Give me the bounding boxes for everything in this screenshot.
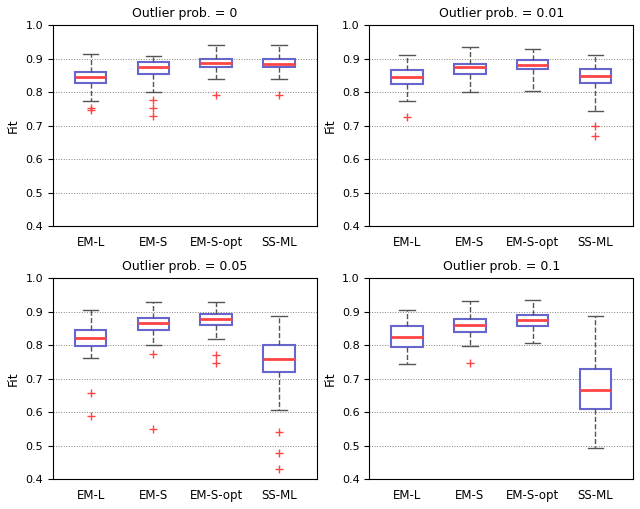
PathPatch shape	[263, 345, 294, 372]
Title: Outlier prob. = 0.05: Outlier prob. = 0.05	[122, 260, 248, 273]
Y-axis label: Fit: Fit	[7, 372, 20, 386]
Title: Outlier prob. = 0: Outlier prob. = 0	[132, 7, 237, 20]
PathPatch shape	[580, 369, 611, 409]
Y-axis label: Fit: Fit	[323, 119, 337, 133]
PathPatch shape	[517, 315, 548, 326]
PathPatch shape	[263, 59, 294, 67]
PathPatch shape	[75, 330, 106, 346]
PathPatch shape	[454, 64, 486, 74]
PathPatch shape	[200, 59, 232, 67]
Y-axis label: Fit: Fit	[7, 119, 20, 133]
PathPatch shape	[580, 70, 611, 83]
PathPatch shape	[392, 326, 423, 347]
Y-axis label: Fit: Fit	[323, 372, 337, 386]
PathPatch shape	[138, 318, 169, 330]
Title: Outlier prob. = 0.01: Outlier prob. = 0.01	[438, 7, 564, 20]
PathPatch shape	[392, 70, 423, 84]
PathPatch shape	[454, 319, 486, 332]
Title: Outlier prob. = 0.1: Outlier prob. = 0.1	[443, 260, 560, 273]
PathPatch shape	[200, 314, 232, 325]
PathPatch shape	[517, 61, 548, 69]
PathPatch shape	[138, 62, 169, 74]
PathPatch shape	[75, 72, 106, 83]
